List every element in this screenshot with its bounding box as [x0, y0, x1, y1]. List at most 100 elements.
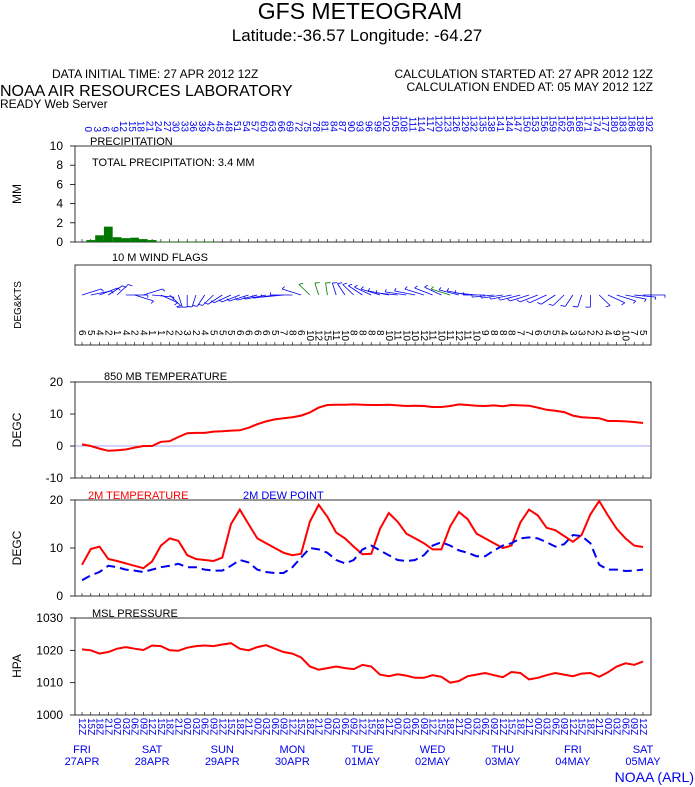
wind-flag [500, 294, 521, 301]
forecast-hour-label: 102 [380, 115, 391, 132]
wind-speed-label: 5 [269, 330, 280, 336]
wind-flag [191, 294, 197, 308]
time-label: 03Z [470, 718, 481, 735]
time-label: 18Z [304, 718, 315, 735]
precip-bar [200, 241, 210, 243]
time-label: 09Z [278, 718, 289, 735]
forecast-hour-label: 144 [503, 115, 514, 132]
time-label: 21Z [593, 718, 604, 735]
wind-flag [178, 294, 183, 308]
forecast-hour-label: 60 [257, 121, 268, 133]
time-label: 09Z [628, 718, 639, 735]
wind-speed-label: 6 [295, 330, 306, 336]
wind-flag [472, 294, 495, 298]
calculation-ended: CALCULATION ENDED AT: 05 MAY 2012 12Z [406, 80, 653, 94]
wind-flag [360, 288, 381, 296]
wind-speed-label: 15 [321, 330, 332, 342]
wind-speed-label: 5 [225, 330, 236, 336]
time-label: 12Z [286, 718, 297, 735]
wind-speed-label: 8 [506, 330, 517, 336]
time-label: 00Z [181, 718, 192, 735]
time-label: 21Z [523, 718, 534, 735]
date-label: 02MAY [415, 756, 451, 768]
wind-barb [605, 305, 611, 308]
t2m-ytick-label: 0 [56, 589, 63, 603]
wind-barb [260, 294, 263, 298]
wind-flag [529, 294, 547, 304]
wind-flag [81, 288, 102, 296]
wind-flag [348, 285, 363, 296]
time-label: 15Z [225, 718, 236, 735]
wind-barb [210, 300, 215, 304]
forecast-hour-label: 81 [319, 121, 330, 133]
page-title: GFS METEOGRAM [258, 0, 462, 24]
coordinates-subtitle: Latitude:-36.57 Longitude: -64.27 [232, 26, 482, 45]
wind-speed-label: 2 [164, 330, 175, 336]
wind-speed-label: 10 [470, 330, 481, 342]
wind-speed-label: 11 [444, 330, 455, 341]
wind-barb [298, 282, 304, 285]
msl-title: MSL PRESSURE [92, 608, 178, 620]
wind-flag [394, 290, 416, 296]
wind-barb [251, 295, 254, 299]
time-label: 09Z [348, 718, 359, 735]
precip-bar [138, 239, 148, 242]
wind-speed-label: 10 [304, 330, 315, 342]
time-label: 09Z [418, 718, 429, 735]
calculation-started: CALCULATION STARTED AT: 27 APR 2012 12Z [394, 67, 653, 81]
wind-flag [540, 294, 556, 305]
msl-ytick-label: 1030 [36, 611, 63, 625]
precip-ytick-label: 2 [56, 216, 63, 230]
forecast-hour-label: 15 [126, 121, 137, 133]
forecast-hour-label: 177 [599, 115, 610, 132]
wind-speed-label: 8 [365, 330, 376, 336]
wind-flag [337, 283, 346, 296]
precip-ytick-label: 0 [56, 235, 63, 249]
time-label: 03Z [611, 718, 622, 735]
wind-flag [577, 294, 583, 308]
wind-speed-label: 1 [111, 330, 122, 336]
wind-flag [169, 294, 181, 306]
wind-speed-label: 9 [479, 330, 490, 336]
time-label: 00Z [251, 718, 262, 735]
wind-flag [108, 285, 123, 296]
forecast-hour-label: 183 [617, 115, 628, 132]
wind-layer: 6542142411223245556666578610121511108888… [76, 282, 666, 345]
forecast-hour-label: 105 [389, 115, 400, 132]
wind-flag [281, 288, 302, 296]
time-label: 15Z [155, 718, 166, 735]
precip-layer: 0 2 4 6 8 10 [50, 139, 644, 249]
wind-speed-label: 8 [497, 330, 508, 336]
noaa-credit: NOAA (ARL) [615, 769, 694, 785]
forecast-hour-label: 153 [529, 115, 540, 132]
wind-barb [384, 289, 387, 293]
wind-barb [337, 282, 343, 285]
time-label: 12Z [146, 718, 157, 735]
wind-flag [314, 282, 320, 296]
t850-ytick-label: 20 [50, 375, 64, 389]
date-label: 03MAY [485, 756, 521, 768]
wind-speed-label: 10 [383, 330, 394, 342]
forecast-hour-label: 99 [371, 121, 382, 133]
forecast-hour-label: 78 [310, 121, 321, 133]
precip-ylabel: MM [10, 184, 24, 204]
time-label: 06Z [479, 718, 490, 735]
wind-barb [150, 300, 154, 304]
wind-speed-label: 10 [339, 330, 350, 342]
forecast-hour-label: 18 [135, 121, 146, 133]
wind-speed-label: 11 [427, 330, 438, 341]
forecast-hour-label: 3 [91, 126, 102, 132]
wind-flag [354, 286, 372, 296]
wind-speed-label: 5 [541, 330, 552, 336]
wind-flag [332, 282, 337, 296]
wind-speed-label: 7 [523, 330, 534, 336]
wind-barb [621, 302, 626, 306]
forecast-hour-label: 138 [485, 115, 496, 132]
forecast-hour-label: 186 [625, 115, 636, 132]
t2m-layer: 0 10 20 [50, 493, 644, 603]
date-label: 30APR [275, 756, 310, 768]
forecast-hour-label: 66 [275, 121, 286, 133]
time-label: 06Z [409, 718, 420, 735]
time-label: 03Z [400, 718, 411, 735]
forecast-hour-label: 36 [187, 121, 198, 133]
